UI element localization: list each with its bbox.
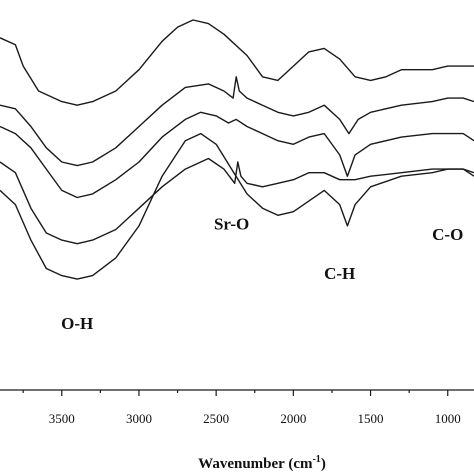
- spectrum-line-4: [0, 157, 474, 245]
- spectrum-line-2: [0, 76, 474, 167]
- spectrum-line-5: [0, 132, 474, 280]
- x-tick-label: 3000: [126, 411, 152, 426]
- x-tick-label: 1000: [435, 411, 461, 426]
- annotations-group: O-H Sr-O C-H C-O: [61, 214, 463, 332]
- x-axis-title-close: ): [321, 456, 326, 472]
- spectrum-line-1: [0, 19, 474, 106]
- spectrum-line-3: [0, 111, 474, 199]
- spectra-group: [0, 19, 474, 280]
- band-annotation: O-H: [61, 314, 93, 333]
- x-tick-label: 2000: [280, 411, 306, 426]
- x-tick-label: 1500: [358, 411, 384, 426]
- band-annotation: Sr-O: [214, 214, 249, 233]
- x-tick-label: 2500: [203, 411, 229, 426]
- band-annotation: C-O: [432, 225, 463, 244]
- x-axis-title: Wavenumber (cm-1): [198, 454, 326, 472]
- x-ticks-group: 3500 3000 2500 2000 1500 1000: [22, 390, 461, 426]
- x-axis-title-superscript: -1: [312, 454, 320, 465]
- x-axis-title-main: Wavenumber (cm: [198, 456, 313, 472]
- band-annotation: C-H: [324, 264, 355, 283]
- x-tick-label: 3500: [49, 411, 75, 426]
